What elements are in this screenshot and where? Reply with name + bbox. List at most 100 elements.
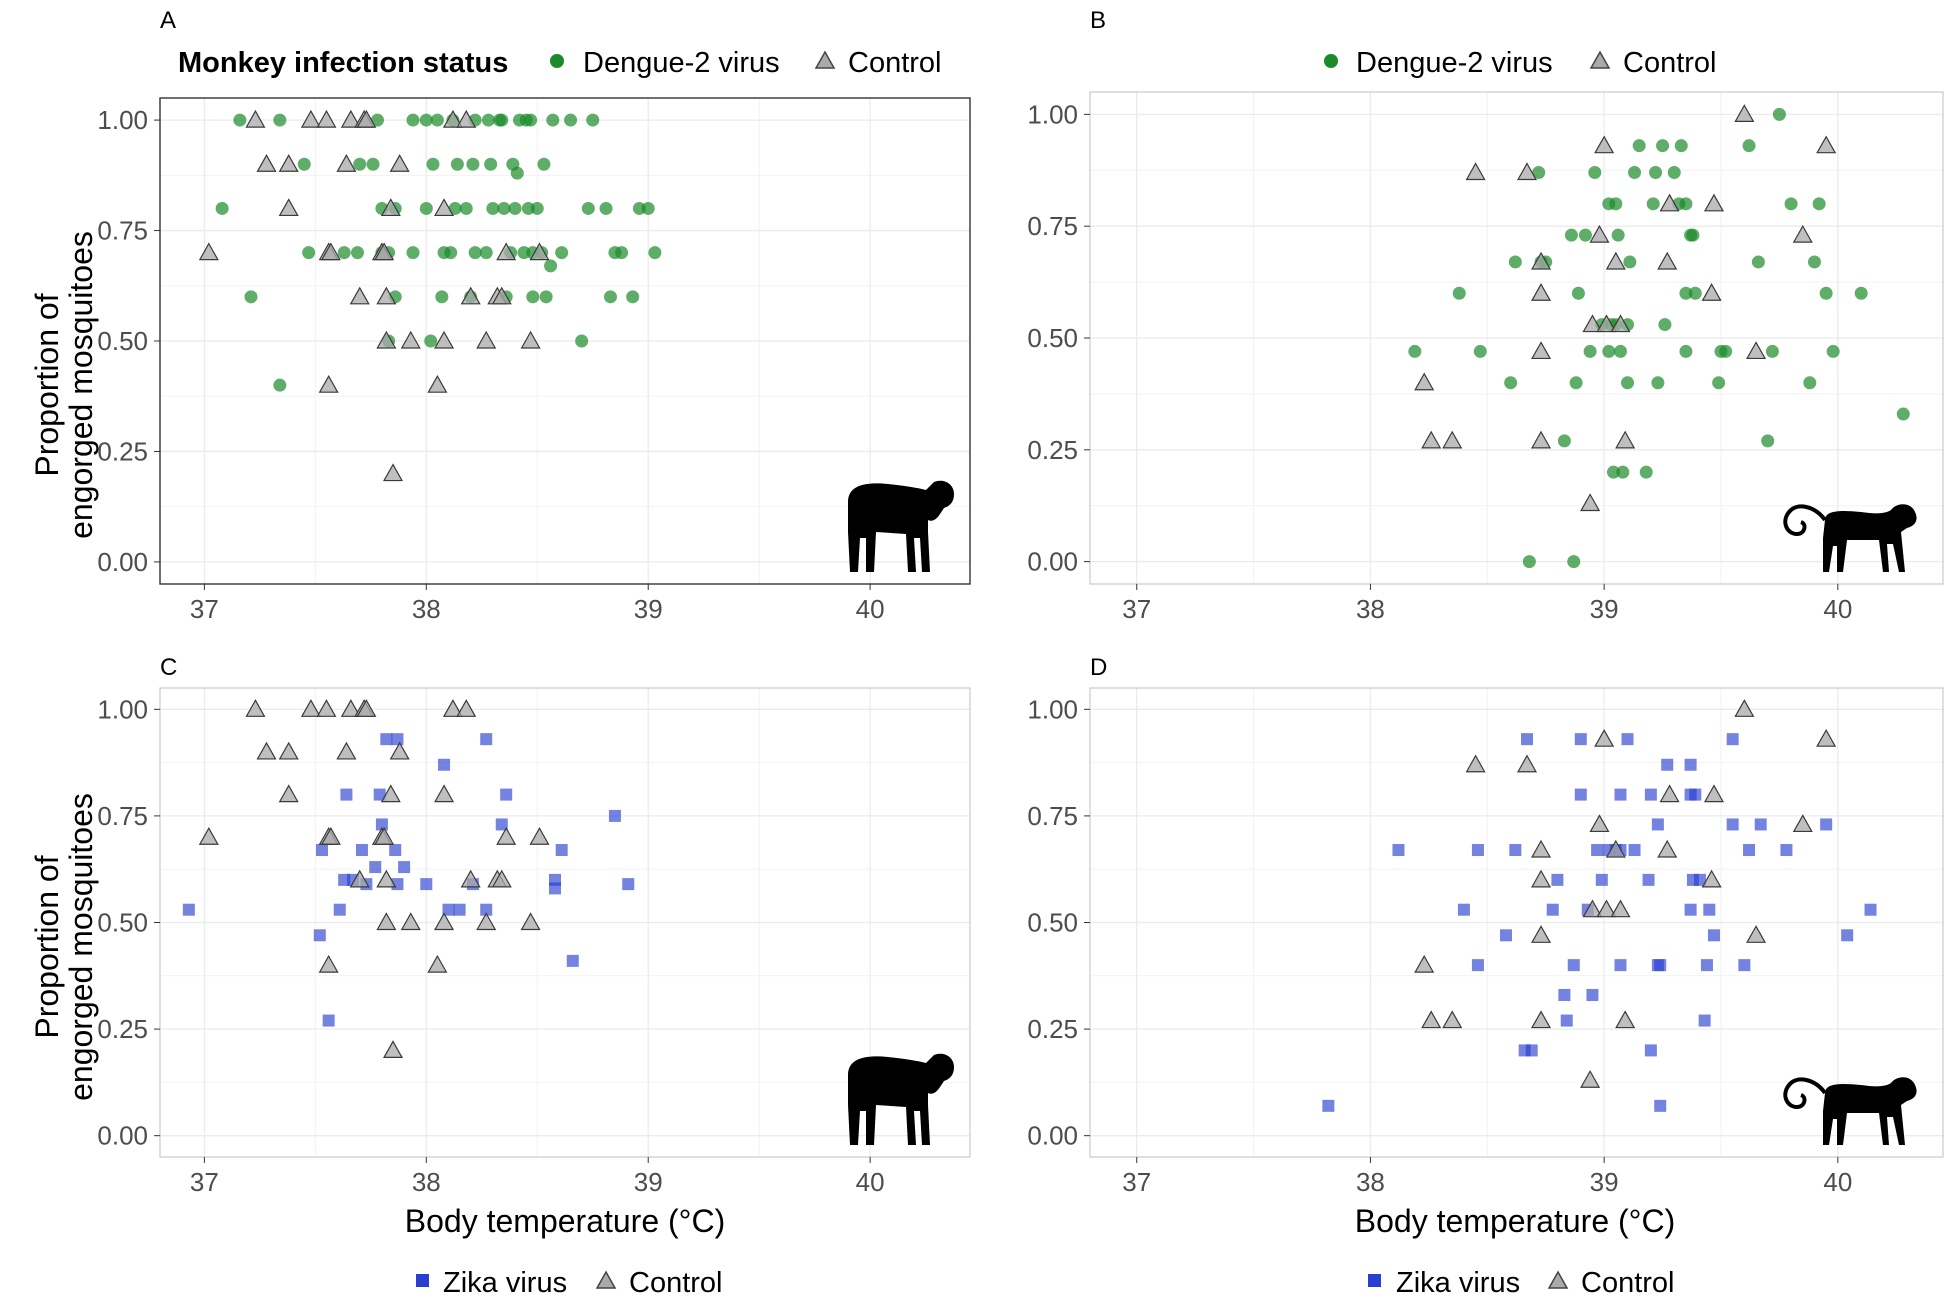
y-tick-label: 0.50 bbox=[1027, 323, 1078, 353]
zika-point bbox=[1661, 758, 1674, 771]
y-axis-title-bottom: Proportion of engorged mosquitoes bbox=[29, 793, 99, 1101]
control-point bbox=[1582, 899, 1603, 918]
panel-label-a: A bbox=[160, 7, 176, 34]
dengue-point bbox=[1896, 407, 1910, 421]
control-point bbox=[1659, 784, 1680, 803]
dengue-point bbox=[510, 166, 524, 180]
control-point bbox=[1582, 314, 1603, 333]
dengue-point bbox=[581, 201, 595, 215]
dengue-point bbox=[406, 246, 420, 260]
control-point bbox=[1657, 839, 1678, 858]
control-point bbox=[460, 286, 481, 305]
control-point bbox=[1734, 104, 1755, 122]
dengue-point bbox=[406, 113, 420, 127]
zika-point bbox=[500, 788, 513, 801]
dengue-point bbox=[1646, 197, 1660, 211]
dengue-point bbox=[450, 157, 464, 171]
control-point bbox=[434, 198, 455, 217]
dengue-point bbox=[1751, 255, 1765, 269]
dengue-point bbox=[1504, 376, 1518, 390]
dengue-point bbox=[526, 290, 540, 304]
dengue-point bbox=[1819, 286, 1833, 300]
x-tick-label: 40 bbox=[856, 594, 885, 624]
y-axis-title-line2: engorged mosquitoes bbox=[63, 231, 99, 539]
zika-point bbox=[1743, 844, 1756, 857]
zika-point bbox=[1591, 844, 1604, 857]
control-point bbox=[356, 109, 377, 128]
dengue-point bbox=[508, 201, 522, 215]
legend-dengue-label: Dengue-2 virus bbox=[583, 47, 780, 79]
squirrel-monkey-tail bbox=[1783, 504, 1827, 537]
zika-point bbox=[1509, 844, 1522, 857]
control-point bbox=[198, 827, 219, 845]
zika-point bbox=[1684, 903, 1697, 916]
y-tick-label: 0.75 bbox=[97, 216, 148, 246]
legend-zika-marker bbox=[1368, 1274, 1381, 1287]
zika-point bbox=[1689, 788, 1702, 801]
zika-point bbox=[1651, 818, 1664, 831]
legend-control-label: Control bbox=[1581, 1267, 1675, 1299]
control-point bbox=[427, 374, 448, 393]
dengue-point bbox=[1602, 344, 1616, 358]
dengue-point bbox=[215, 201, 229, 215]
zika-point bbox=[480, 903, 493, 916]
control-point bbox=[336, 741, 357, 760]
dengue-point bbox=[564, 113, 578, 127]
zika-point bbox=[453, 903, 466, 916]
dengue-point bbox=[244, 290, 258, 304]
dengue-point bbox=[530, 201, 544, 215]
dengue-point bbox=[1621, 376, 1635, 390]
control-point bbox=[380, 198, 401, 217]
control-point bbox=[400, 912, 421, 931]
control-point bbox=[374, 242, 395, 261]
dengue-point bbox=[1807, 255, 1821, 269]
control-point bbox=[316, 109, 337, 128]
zika-point bbox=[1614, 788, 1627, 801]
legend-bottom-right: Zika virus Control bbox=[1368, 1267, 1675, 1299]
y-tick-label: 0.00 bbox=[97, 547, 148, 577]
zika-point bbox=[380, 733, 393, 746]
y-tick-label: 0.75 bbox=[1027, 801, 1078, 831]
zika-point bbox=[389, 844, 402, 857]
legend-control-label: Control bbox=[629, 1267, 723, 1299]
control-point bbox=[320, 827, 341, 845]
squirrel-monkey-silhouette-icon bbox=[1783, 1077, 1917, 1145]
control-point bbox=[434, 784, 455, 803]
control-point bbox=[300, 109, 321, 128]
control-point bbox=[340, 109, 361, 128]
dengue-point bbox=[648, 246, 662, 260]
legend-top-right: Dengue-2 virus Control bbox=[1324, 47, 1717, 79]
x-tick-label: 37 bbox=[190, 1167, 219, 1197]
x-axis-title-right: Body temperature (°C) bbox=[1355, 1203, 1675, 1239]
squirrel-monkey-body bbox=[1823, 504, 1917, 572]
control-point bbox=[1414, 954, 1435, 973]
zika-point bbox=[1586, 988, 1599, 1001]
zika-point bbox=[442, 903, 455, 916]
control-point bbox=[434, 912, 455, 931]
dengue-point bbox=[430, 113, 444, 127]
control-point bbox=[318, 954, 339, 973]
zika-point bbox=[555, 844, 568, 857]
control-point bbox=[1746, 925, 1767, 943]
zika-point bbox=[1654, 1099, 1667, 1112]
control-point bbox=[1615, 1010, 1636, 1029]
x-tick-label: 38 bbox=[412, 594, 441, 624]
control-point bbox=[356, 699, 377, 717]
zika-point bbox=[1651, 959, 1664, 972]
zika-point bbox=[1642, 873, 1655, 886]
control-point bbox=[1610, 899, 1631, 918]
control-point bbox=[318, 374, 339, 393]
dengue-point bbox=[444, 246, 458, 260]
dengue-point bbox=[1651, 376, 1665, 390]
control-point bbox=[340, 699, 361, 717]
legend-control-marker bbox=[595, 1270, 617, 1289]
legend-control-label: Control bbox=[848, 47, 942, 79]
dengue-point bbox=[537, 157, 551, 171]
macaque-silhouette-icon bbox=[848, 480, 954, 572]
dengue-point bbox=[1784, 197, 1798, 211]
control-point bbox=[376, 912, 397, 931]
control-point bbox=[389, 154, 410, 172]
dengue-point bbox=[1688, 286, 1702, 300]
dengue-point bbox=[273, 113, 287, 127]
macaque-silhouette-icon bbox=[848, 1053, 954, 1145]
